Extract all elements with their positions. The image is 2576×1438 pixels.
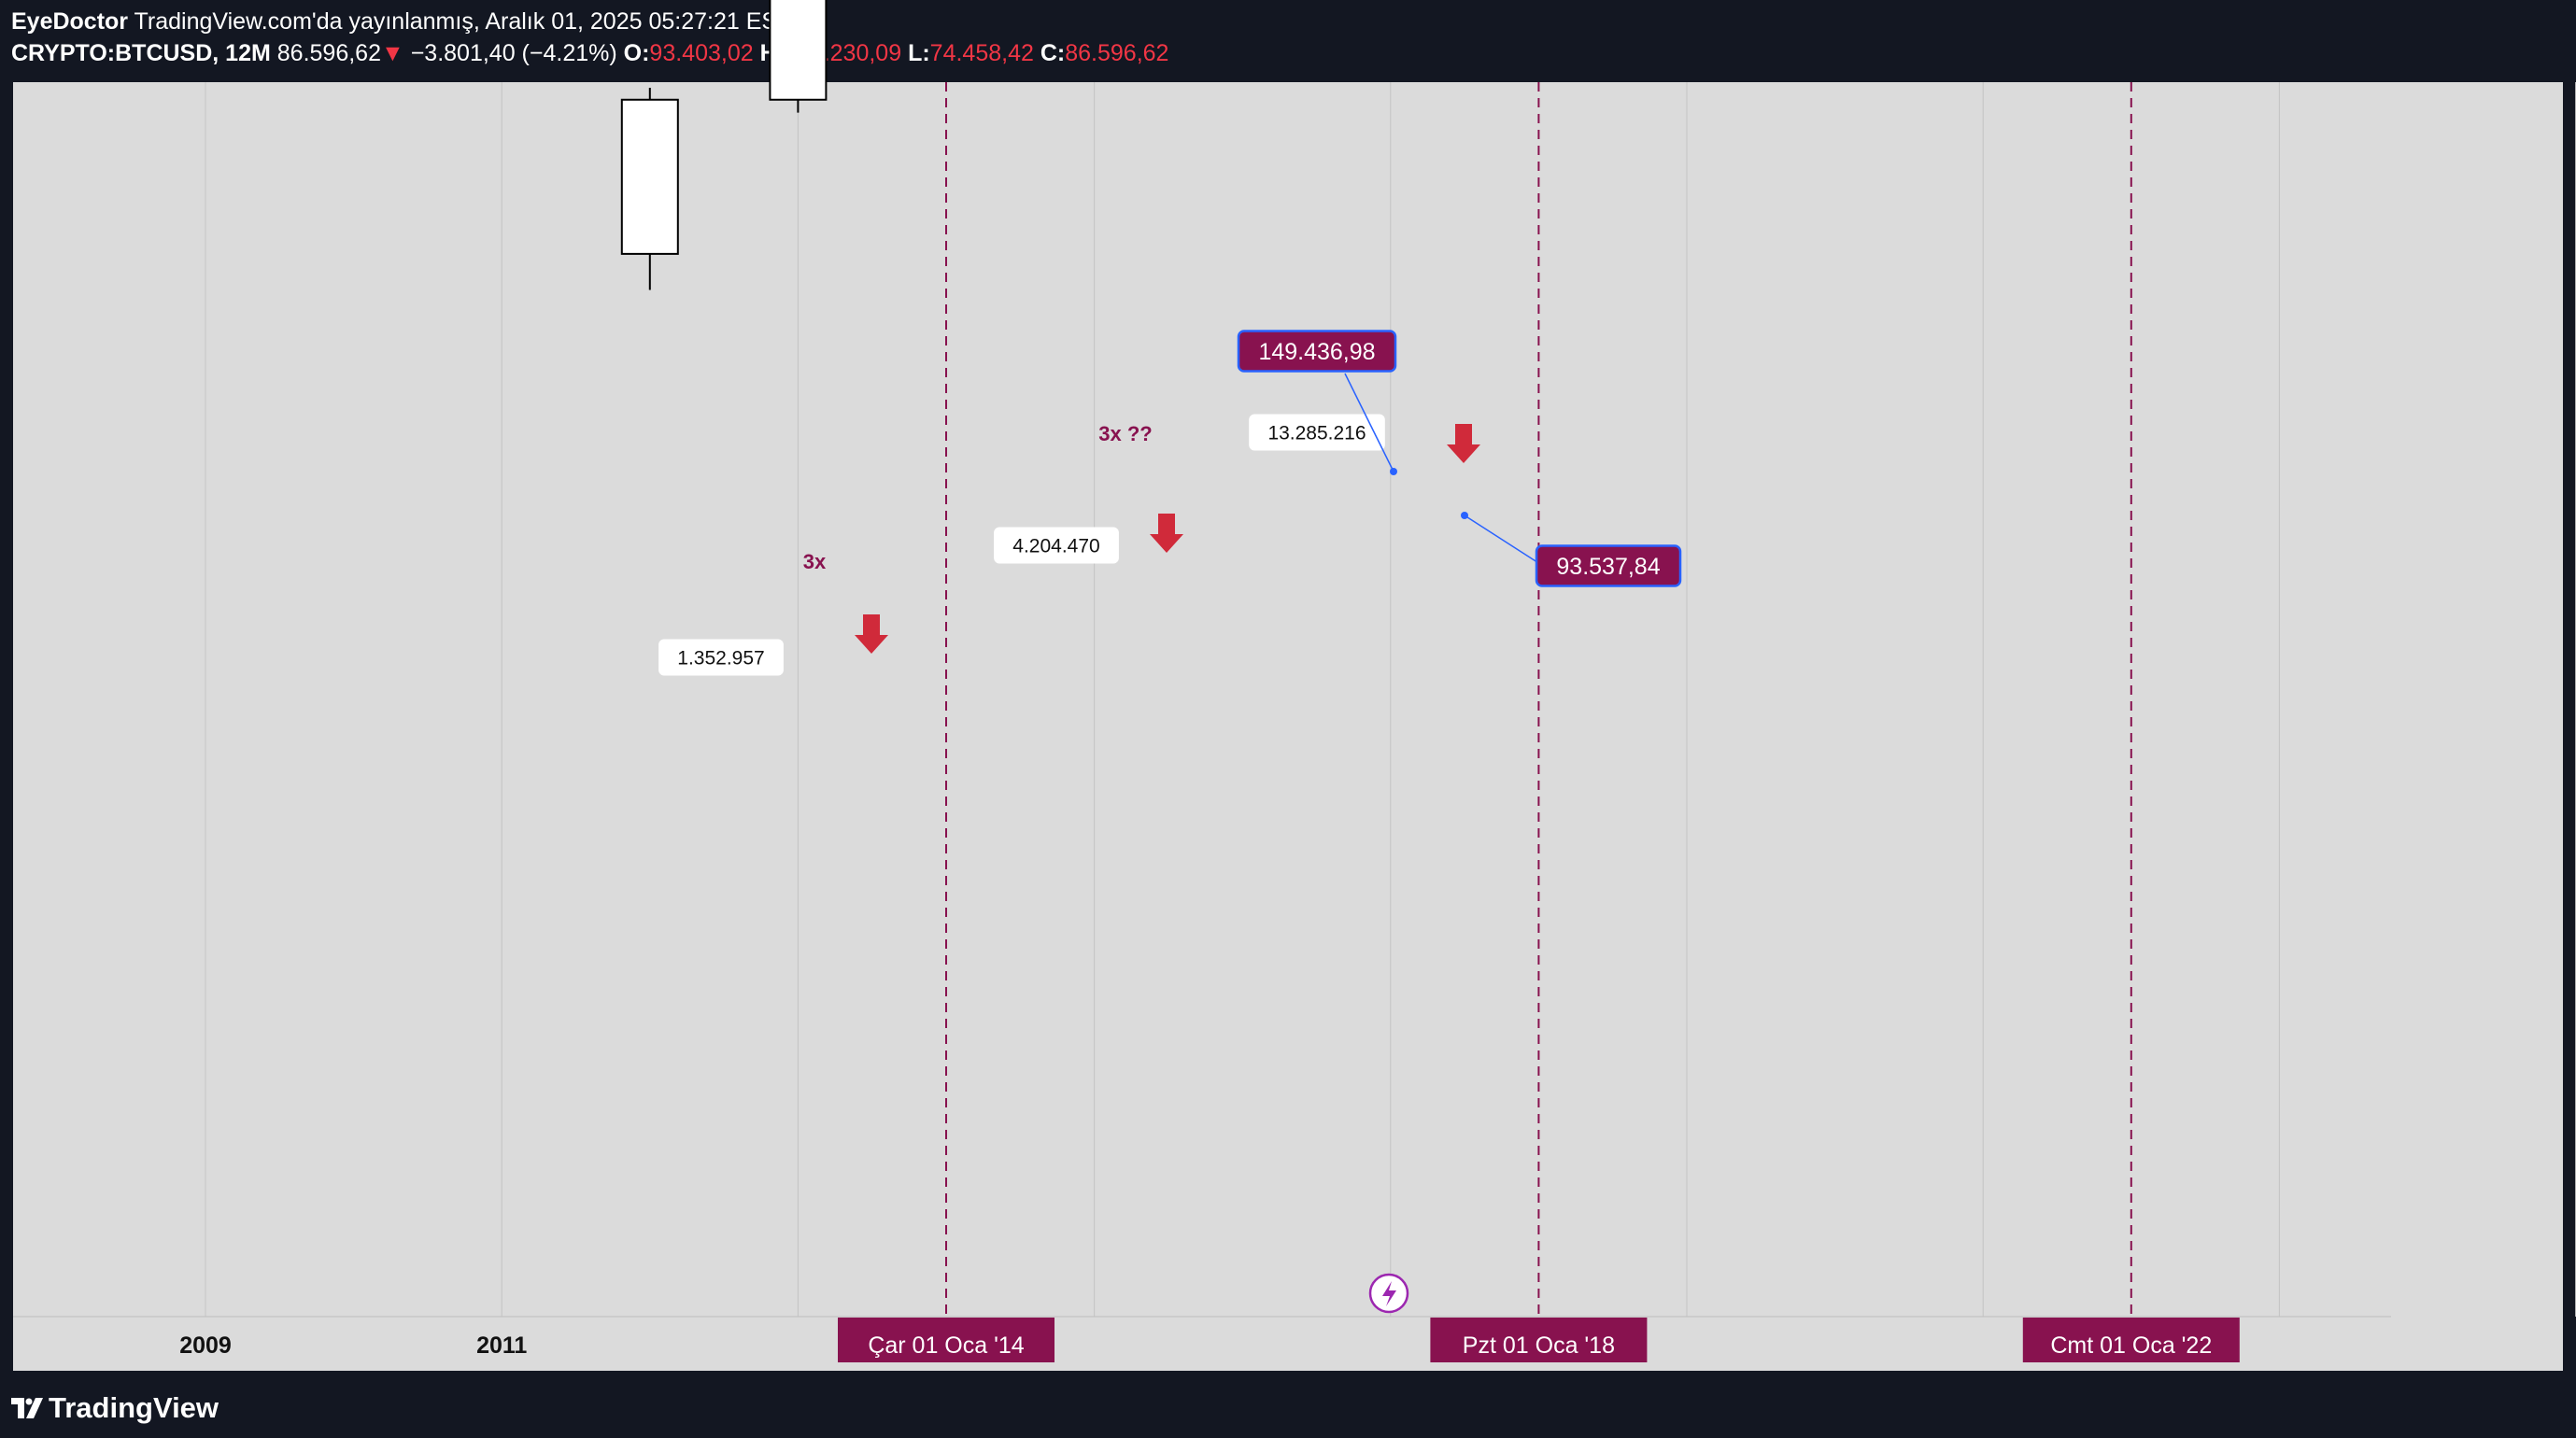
target-low-label-box xyxy=(1535,544,1682,587)
target-connector xyxy=(1344,373,1394,472)
low-value: 74.458,42 xyxy=(929,40,1034,66)
gain-label-2017-box xyxy=(658,639,784,676)
lightning-glyph xyxy=(1382,1281,1396,1306)
price-change: −3.801,40 (−4.21%) xyxy=(410,40,617,66)
x-tick-label: 2009 xyxy=(179,1332,232,1359)
open-value: 93.403,02 xyxy=(649,40,754,66)
low-label: L: xyxy=(908,40,930,66)
target-high-label[interactable]: 149.436,98 xyxy=(1258,339,1375,365)
candle-2012[interactable] xyxy=(620,87,679,290)
down-arrow-icon xyxy=(1447,424,1480,463)
gain-label-2025-box xyxy=(1249,414,1385,451)
open-label: O: xyxy=(623,40,650,66)
multiplier-label-2: 3x ?? xyxy=(1098,422,1152,445)
gain-label-2021[interactable]: 4.204.470 xyxy=(1012,536,1099,557)
close-label: C: xyxy=(1040,40,1066,66)
down-arrow-icon xyxy=(855,614,888,654)
target-low-label[interactable]: 93.537,84 xyxy=(1556,554,1660,580)
date-marker-label[interactable]: Çar 01 Oca '14 xyxy=(868,1332,1024,1359)
y-axis-area xyxy=(2391,82,2563,1371)
gain-label-2025[interactable]: 13.285.216 xyxy=(1267,423,1366,444)
date-marker-box xyxy=(1430,1318,1648,1362)
down-arrow-icon: ▼ xyxy=(380,40,404,66)
candle-2013[interactable] xyxy=(769,0,828,113)
candle-body xyxy=(620,98,679,255)
gain-label-2017[interactable]: 1.352.957 xyxy=(677,648,764,670)
candles xyxy=(620,0,828,290)
date-marker-box xyxy=(2022,1318,2240,1362)
target-dot xyxy=(1461,512,1468,519)
multiplier-label-1: 3x xyxy=(803,550,827,573)
annotations: 1.352.957 4.204.470 13.285.216 3x 3x ?? 149.4… xyxy=(658,330,1682,1314)
publish-info: TradingView.com'da yayınlanmış, Aralık 0… xyxy=(134,8,792,35)
chart-header: EyeDoctor TradingView.com'da yayınlanmış… xyxy=(11,6,1168,69)
x-axis-area xyxy=(13,1317,2391,1371)
date-marker-label[interactable]: Pzt 01 Oca '18 xyxy=(1463,1332,1615,1359)
target-dot xyxy=(1390,468,1397,475)
gain-label-2021-box xyxy=(994,527,1119,564)
close-value: 86.596,62 xyxy=(1065,40,1169,66)
last-price: 86.596,62 xyxy=(276,40,381,66)
ohlc-line: CRYPTO:BTCUSD, 12M 86.596,62▼ −3.801,40 … xyxy=(11,37,1168,69)
target-connector xyxy=(1464,515,1544,567)
chart-background xyxy=(13,82,2563,1371)
tradingview-logo-icon xyxy=(11,1398,43,1418)
publish-line: EyeDoctor TradingView.com'da yayınlanmış… xyxy=(11,6,1168,37)
symbol-label[interactable]: CRYPTO:BTCUSD, 12M xyxy=(11,40,271,66)
down-arrow-icon xyxy=(1150,514,1183,553)
tradingview-brand[interactable]: TradingView xyxy=(49,1391,219,1424)
date-marker-box xyxy=(838,1318,1054,1362)
footer: TradingView xyxy=(11,1388,219,1429)
candle-body xyxy=(769,0,828,101)
author-name[interactable]: EyeDoctor xyxy=(11,8,129,35)
target-high-label-box xyxy=(1237,330,1397,373)
date-marker-label[interactable]: Cmt 01 Oca '22 xyxy=(2050,1332,2212,1359)
x-tick-label: 2011 xyxy=(476,1332,527,1359)
